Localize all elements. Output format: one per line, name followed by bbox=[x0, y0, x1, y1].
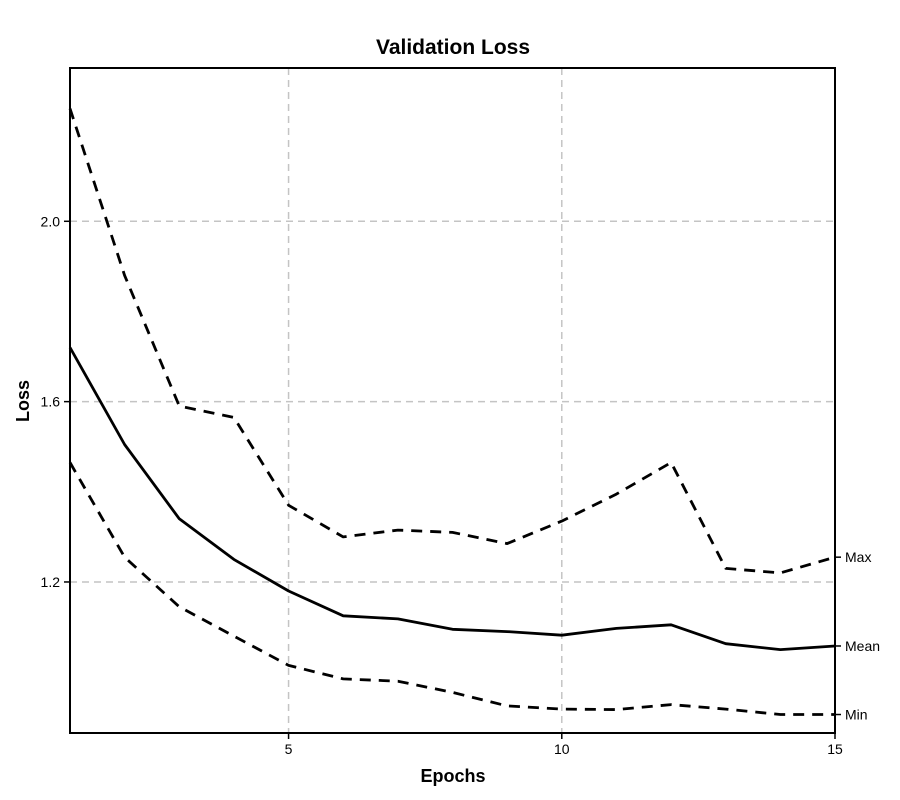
plot-frame bbox=[69, 67, 836, 734]
series-label-mean: Mean bbox=[845, 638, 880, 654]
series-line-min bbox=[68, 461, 835, 716]
chart-title: Validation Loss bbox=[376, 36, 530, 59]
y-tick-label: 1.6 bbox=[41, 394, 61, 410]
series-lines bbox=[68, 108, 836, 716]
y-axis-title: Loss bbox=[13, 380, 33, 422]
series-line-mean bbox=[68, 346, 836, 651]
series-labels: Max Mean Min bbox=[835, 549, 880, 723]
x-tick-label: 5 bbox=[285, 741, 293, 757]
y-tick-label: 2.0 bbox=[41, 213, 61, 229]
series-line-max bbox=[68, 108, 836, 575]
x-tick-label: 10 bbox=[554, 741, 570, 757]
y-tick-label: 1.2 bbox=[41, 574, 61, 590]
x-tick-label: 15 bbox=[827, 741, 843, 757]
series-label-max: Max bbox=[845, 549, 871, 565]
series-label-min: Min bbox=[845, 707, 868, 723]
x-axis-title: Epochs bbox=[420, 766, 485, 786]
gridlines bbox=[70, 68, 835, 733]
axis-ticks: 5 10 15 1.2 1.6 2.0 bbox=[41, 213, 843, 757]
